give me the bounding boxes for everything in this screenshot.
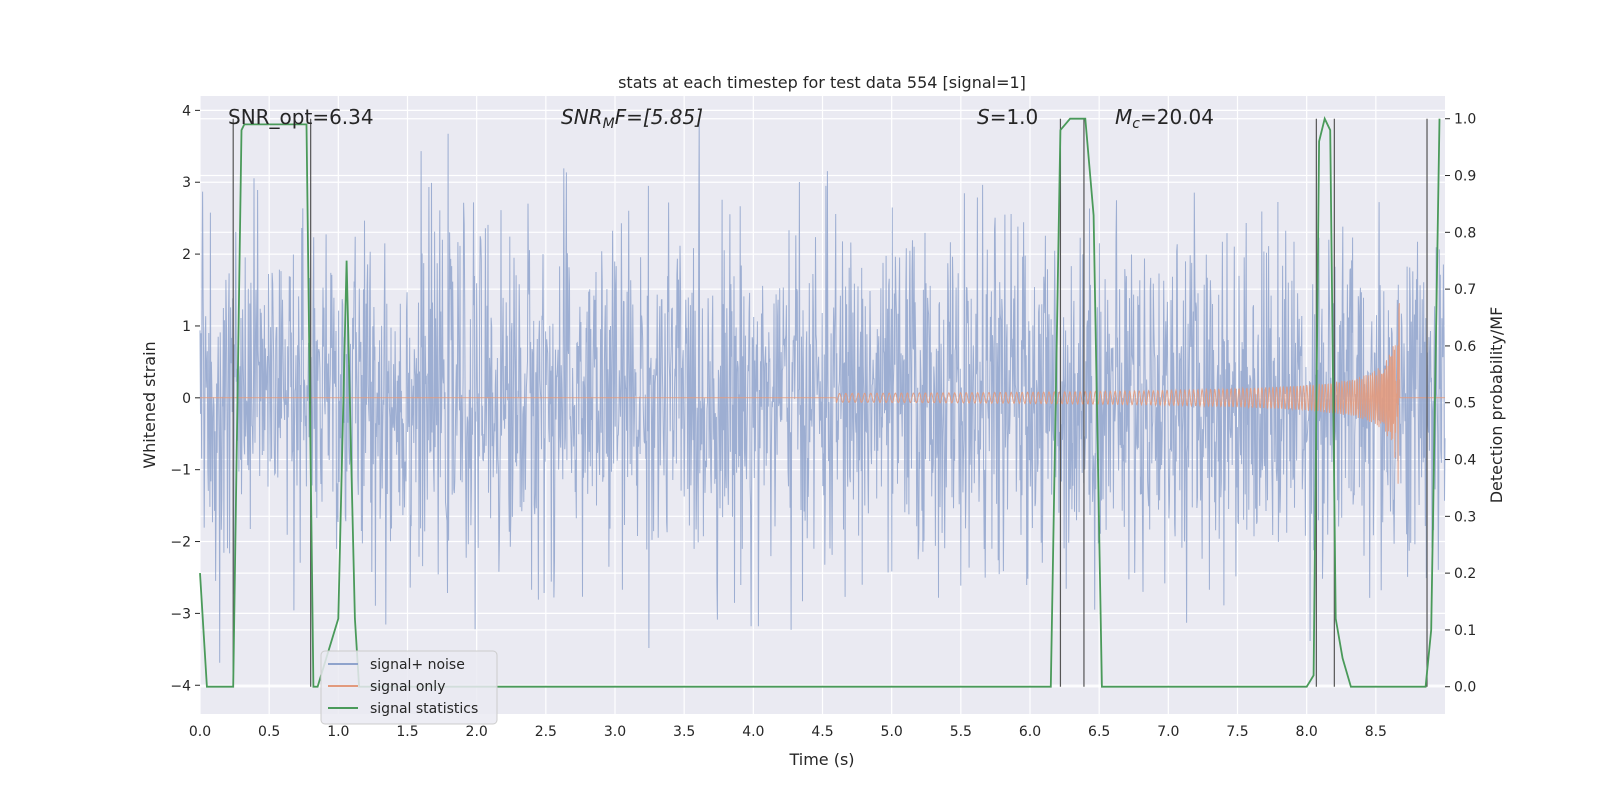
- right-y-tick-label: 0.6: [1454, 339, 1476, 355]
- s-rest: =1.0: [990, 105, 1039, 129]
- x-tick-label: 0.5: [258, 724, 280, 740]
- x-tick-label: 3.5: [673, 724, 695, 740]
- right-y-tick-label: 1.0: [1454, 112, 1476, 128]
- legend-box: [320, 650, 498, 725]
- right-y-tick-labels: 1.0 0.9 0.8 0.7 0.6 0.5 0.4 0.3 0.2 0.1 0.0: [1445, 112, 1476, 696]
- right-y-tick-label: 0.7: [1454, 282, 1476, 298]
- x-tick-label: 1.5: [396, 724, 418, 740]
- x-tick-label: 8.5: [1365, 724, 1387, 740]
- left-y-tick-labels: 4 3 2 1 0 −1 −2 −3 −4: [170, 103, 200, 694]
- right-y-tick-label: 0.8: [1454, 225, 1476, 241]
- annotation-mc: Mc=20.04: [1115, 105, 1214, 132]
- left-y-tick-label: 2: [182, 247, 191, 263]
- x-tick-label: 6.5: [1088, 724, 1110, 740]
- right-y-tick-label: 0.9: [1454, 169, 1476, 185]
- s-var: S: [977, 105, 990, 129]
- x-tick-label: 4.5: [811, 724, 833, 740]
- signal-statistics-line: [199, 116, 1441, 688]
- legend-label-noise: signal+ noise: [370, 657, 465, 673]
- snr-mf-main: SNR: [561, 105, 603, 129]
- annotation-snr-opt: SNR_opt=6.34: [228, 105, 374, 129]
- left-y-axis-label: Whitened strain: [140, 341, 159, 468]
- left-y-tick-label: 1: [182, 319, 191, 335]
- signal-noise-line: [199, 117, 1446, 663]
- right-y-axis-label: Detection probability/MF: [1487, 307, 1506, 504]
- left-y-tick-label: 4: [182, 103, 191, 119]
- x-tick-label: 1.0: [327, 724, 349, 740]
- left-y-tick-label: −1: [170, 463, 191, 479]
- x-tick-label: 5.0: [881, 724, 903, 740]
- x-tick-label: 2.0: [466, 724, 488, 740]
- x-tick-labels: 0.0 0.5 1.0 1.5 2.0 2.5 3.0 3.5 4.0 4.5 5.0 5.5 6.0 6…: [189, 724, 1387, 740]
- legend-label-signal: signal only: [370, 679, 445, 695]
- left-y-tick-label: −3: [170, 606, 191, 622]
- x-tick-label: 3.0: [604, 724, 626, 740]
- mc-sub: c: [1132, 116, 1140, 132]
- x-tick-label: 4.0: [742, 724, 764, 740]
- x-tick-label: 8.0: [1296, 724, 1318, 740]
- left-y-tick-label: −2: [170, 535, 191, 551]
- left-y-tick-label: 0: [182, 391, 191, 407]
- snr-mf-sub: M: [603, 116, 615, 132]
- x-tick-label: 5.5: [950, 724, 972, 740]
- legend-label-stats: signal statistics: [370, 701, 478, 717]
- right-y-tick-label: 0.0: [1454, 680, 1476, 696]
- series-signal-noise: [199, 117, 1446, 663]
- x-tick-label: 0.0: [189, 724, 211, 740]
- x-tick-label: 7.0: [1157, 724, 1179, 740]
- mc-var: M: [1115, 105, 1132, 129]
- chart-title: stats at each timestep for test data 554…: [618, 73, 1026, 92]
- right-y-tick-label: 0.2: [1454, 566, 1476, 582]
- x-axis-label: Time (s): [788, 750, 854, 769]
- right-y-tick-label: 0.3: [1454, 509, 1476, 525]
- left-y-tick-label: 3: [182, 175, 191, 191]
- annotation-snr-mf: SNRMF=[5.85]: [561, 105, 703, 132]
- right-y-tick-label: 0.4: [1454, 453, 1476, 469]
- annotation-s: S=1.0: [977, 105, 1038, 129]
- series-signal-statistics: [199, 116, 1441, 688]
- mc-rest: =20.04: [1140, 105, 1214, 129]
- series-signal-only: [200, 303, 1445, 484]
- right-y-tick-label: 0.5: [1454, 396, 1476, 412]
- signal-only-line: [200, 303, 1445, 484]
- snr-mf-rest: F=[5.85]: [615, 105, 703, 129]
- x-tick-label: 2.5: [535, 724, 557, 740]
- left-y-tick-label: −4: [170, 678, 191, 694]
- right-y-tick-label: 0.1: [1454, 623, 1476, 639]
- x-tick-label: 7.5: [1226, 724, 1248, 740]
- legend: signal+ noise signal only signal statist…: [320, 650, 498, 725]
- x-tick-label: 6.0: [1019, 724, 1041, 740]
